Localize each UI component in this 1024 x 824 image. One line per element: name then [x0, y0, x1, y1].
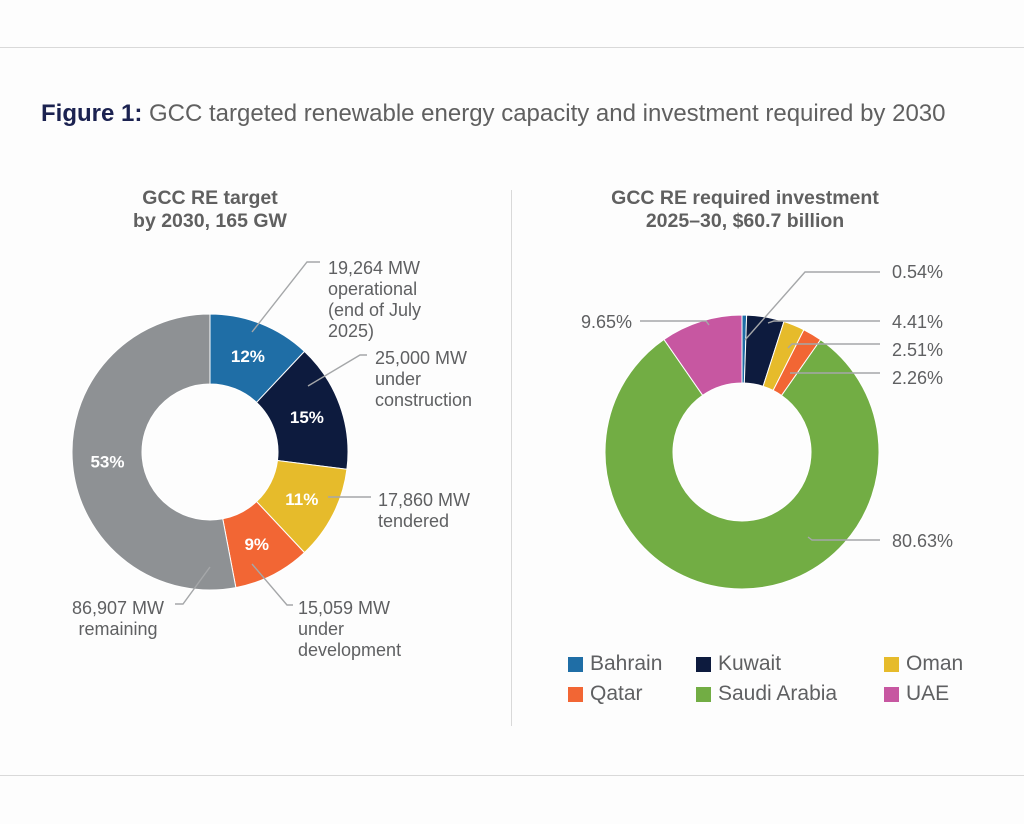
left-annotation-remaining-line-2: remaining [78, 619, 157, 639]
top-rule [0, 47, 1024, 48]
right-slice-label-kuwait: 4.41% [892, 312, 943, 332]
legend-label-uae: UAE [906, 682, 950, 705]
left-slice-label-operational: 12% [231, 347, 265, 366]
left-slice-label-tendered: 11% [285, 490, 318, 509]
left-slice-label-remaining: 53% [90, 453, 124, 472]
left-annotation-remaining-line-1: 86,907 MW [72, 598, 164, 618]
figure-title: Figure 1: GCC targeted renewable energy … [41, 100, 1001, 128]
left-annotation-under_construction-line-1: 25,000 MW [375, 348, 467, 368]
legend-swatch-kuwait [696, 656, 711, 672]
left-annotation-tendered-line-2: tendered [378, 511, 449, 531]
left-annotation-operational-line-4: 2025) [328, 321, 374, 341]
right-slice-saudi-arabia [604, 338, 880, 590]
bottom-rule [0, 775, 1024, 776]
right-leader-saudi-arabia [807, 536, 880, 541]
right-chart-title: GCC RE required investment 2025–30, $60.… [570, 187, 920, 233]
left-leader-remaining [175, 566, 211, 605]
chart-divider [511, 190, 512, 726]
right-leader-uae [640, 320, 710, 326]
legend-swatch-qatar [568, 686, 583, 702]
left-slice-remaining [71, 313, 237, 591]
left-leader-under_construction [307, 354, 367, 387]
left-leader-under_development [251, 563, 293, 606]
legend-label-bahrain: Bahrain [590, 652, 663, 675]
right-leader-oman [787, 343, 880, 349]
right-slice-label-saudi-arabia: 80.63% [892, 531, 953, 551]
left-annotation-under_development-line-1: 15,059 MW [298, 598, 390, 618]
right-leader-kuwait [767, 320, 880, 324]
left-annotation-under_construction-line-2: under [375, 369, 421, 389]
right-slice-label-qatar: 2.26% [892, 368, 943, 388]
legend-label-kuwait: Kuwait [718, 652, 782, 675]
left-annotation-under_development-line-3: development [298, 640, 401, 660]
right-leader-bahrain [744, 271, 880, 341]
left-leader-operational [251, 261, 320, 333]
right-slice-label-uae: 9.65% [581, 312, 632, 332]
right-chart-title-line-1: GCC RE required investment [611, 187, 879, 209]
legend-item-bahrain: Bahrain [568, 652, 662, 676]
left-annotation-under_construction-line-3: construction [375, 390, 472, 410]
left-annotation-tendered-line-1: 17,860 MW [378, 490, 470, 510]
legend-item-kuwait: Kuwait [696, 652, 781, 676]
left-annotation-operational-line-3: (end of July [328, 300, 421, 320]
left-annotation-under_development-line-2: under [298, 619, 344, 639]
left-slice-label-under_construction: 15% [290, 408, 324, 427]
legend-swatch-uae [884, 686, 899, 702]
legend-label-saudi-arabia: Saudi Arabia [718, 682, 838, 705]
figure-label: Figure 1: [41, 100, 143, 127]
right-slice-label-bahrain: 0.54% [892, 262, 943, 282]
legend-swatch-bahrain [568, 656, 583, 672]
legend-item-oman: Oman [884, 652, 963, 676]
right-slice-uae [663, 314, 743, 396]
left-slice-label-under_development: 9% [244, 535, 269, 554]
legend-label-qatar: Qatar [590, 682, 643, 705]
legend-item-saudi-arabia: Saudi Arabia [696, 682, 837, 706]
left-annotation-operational-line-2: operational [328, 279, 417, 299]
legend-swatch-oman [884, 656, 899, 672]
left-chart-title: GCC RE target by 2030, 165 GW [90, 187, 330, 233]
legend-swatch-saudi-arabia [696, 686, 711, 702]
left-chart-title-line-1: GCC RE target [142, 187, 278, 209]
legend-item-qatar: Qatar [568, 682, 643, 706]
left-chart-title-line-2: by 2030, 165 GW [133, 210, 287, 232]
legend-label-oman: Oman [906, 652, 964, 675]
left-annotation-operational-line-1: 19,264 MW [328, 258, 420, 278]
legend-item-uae: UAE [884, 682, 949, 706]
right-chart-title-line-2: 2025–30, $60.7 billion [645, 210, 845, 232]
figure-title-text: GCC targeted renewable energy capacity a… [149, 100, 946, 127]
right-slice-label-oman: 2.51% [892, 340, 943, 360]
